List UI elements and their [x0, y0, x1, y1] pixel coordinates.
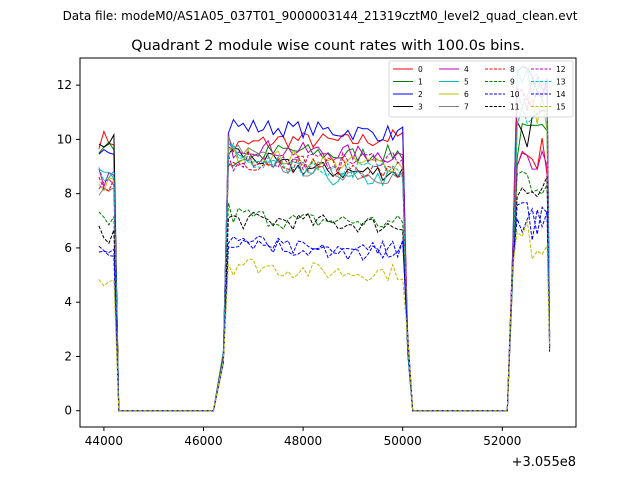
x-tick-label: 50000	[384, 434, 422, 448]
legend-label-9: 9	[510, 78, 515, 87]
chart-title: Quadrant 2 module wise count rates with …	[131, 38, 525, 54]
axes-frame	[79, 57, 577, 428]
x-tick-label: 48000	[284, 434, 322, 448]
y-tick-label: 2	[64, 349, 72, 363]
y-tick-label: 8	[64, 187, 72, 201]
legend-label-10: 10	[510, 90, 520, 99]
x-tick-label: 46000	[184, 434, 222, 448]
series-line-15	[98, 220, 551, 412]
y-tick-label: 6	[64, 241, 72, 255]
x-offset-label: +3.055e8	[512, 455, 576, 470]
legend-label-8: 8	[510, 65, 515, 74]
legend-label-6: 6	[464, 90, 469, 99]
legend-label-12: 12	[556, 65, 566, 74]
legend-label-3: 3	[418, 103, 423, 112]
legend-label-7: 7	[464, 103, 469, 112]
legend-label-4: 4	[464, 65, 469, 74]
plot-area	[98, 65, 551, 412]
legend-label-1: 1	[418, 78, 423, 87]
legend-box	[388, 60, 574, 118]
x-tick-label: 44000	[85, 434, 123, 448]
x-tick-label: 52000	[483, 434, 521, 448]
legend-label-15: 15	[556, 103, 566, 112]
legend-label-5: 5	[464, 78, 469, 87]
legend-label-13: 13	[556, 78, 566, 87]
legend-label-0: 0	[418, 65, 423, 74]
y-tick-label: 0	[64, 404, 72, 418]
legend-label-11: 11	[510, 103, 520, 112]
y-tick-label: 10	[57, 132, 72, 146]
legend-label-2: 2	[418, 90, 423, 99]
legend-label-14: 14	[556, 90, 566, 99]
y-tick-label: 4	[64, 295, 72, 309]
y-tick-label: 12	[57, 78, 72, 92]
figure-suptitle: Data file: modeM0/AS1A05_037T01_90000031…	[63, 9, 578, 23]
